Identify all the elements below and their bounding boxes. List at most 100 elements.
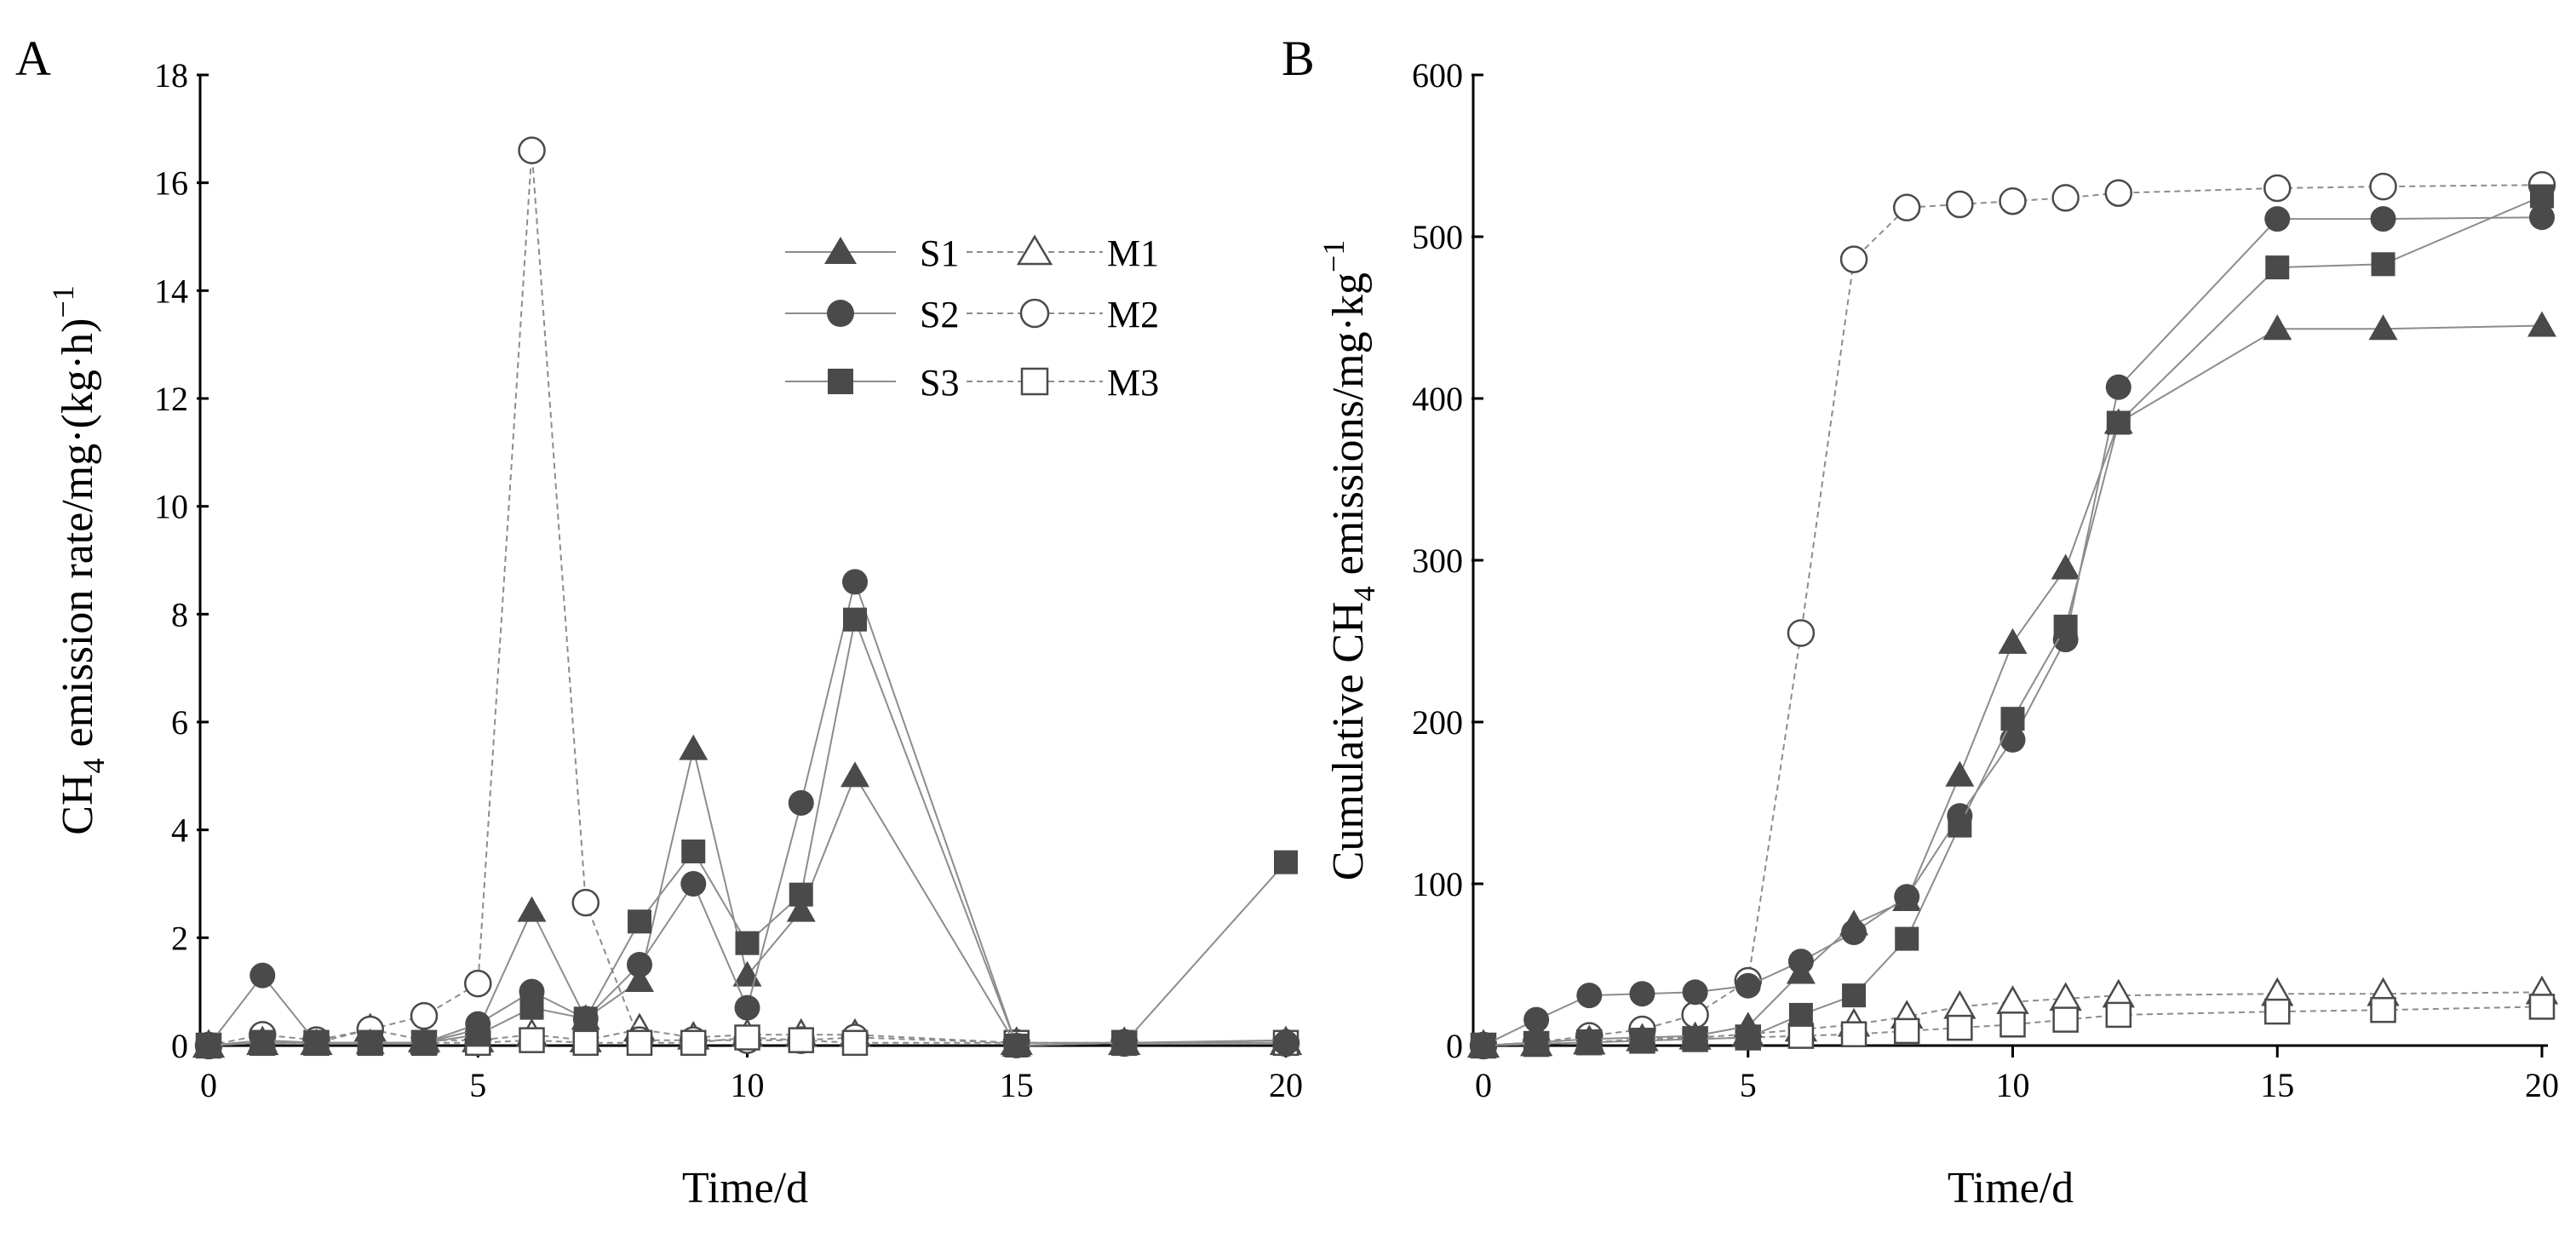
data-point-s1	[1945, 760, 1975, 787]
data-point-s3	[304, 1030, 329, 1055]
data-point-m3	[2105, 1001, 2132, 1029]
legend-label-s1: S1	[920, 232, 959, 274]
data-point-m2	[1946, 190, 1974, 219]
data-point-s3	[2371, 252, 2395, 277]
panel-b-x-tick-label: 20	[2525, 1066, 2559, 1104]
data-point-s3	[1842, 983, 1867, 1008]
panel-a-y-tick-label: 18	[154, 56, 188, 95]
data-point-s3	[1112, 1030, 1137, 1055]
legend-marker-s1	[824, 237, 857, 264]
data-point-s3	[843, 607, 867, 632]
panel-a-x-tick-label: 15	[1000, 1066, 1034, 1104]
data-point-m2	[518, 136, 546, 164]
data-point-s1	[517, 896, 547, 922]
legend-label-m2: M2	[1107, 294, 1159, 335]
data-point-s3	[358, 1030, 382, 1055]
data-point-s2	[1629, 981, 1655, 1007]
data-point-s3	[2530, 184, 2554, 209]
panel-a-y-tick-label: 10	[154, 488, 188, 526]
data-point-m1	[2049, 982, 2082, 1012]
data-point-s1	[1998, 628, 2028, 654]
data-point-s3	[1004, 1034, 1029, 1057]
data-point-s2	[1576, 983, 1603, 1009]
data-point-m3	[2528, 994, 2556, 1020]
legend-label-m3: M3	[1107, 362, 1159, 404]
data-point-s2	[1894, 884, 1920, 910]
data-point-s2	[1273, 1029, 1299, 1056]
data-point-s3	[2265, 255, 2290, 280]
data-point-s1	[2368, 314, 2398, 341]
panel-a-series-s3	[197, 607, 1298, 1057]
panel-a-series-m2	[194, 136, 1300, 1060]
series-line-m1	[1483, 991, 2543, 1046]
data-point-m2	[571, 888, 600, 917]
data-point-m1	[1996, 985, 2029, 1014]
panel-b-x-tick-label: 10	[1996, 1066, 2030, 1104]
data-point-s2	[2529, 204, 2555, 231]
data-point-s3	[1630, 1029, 1655, 1053]
data-point-s2	[1682, 979, 1708, 1006]
data-point-s2	[734, 994, 760, 1021]
data-point-m2	[2369, 172, 2397, 201]
data-point-s3	[250, 1030, 275, 1055]
data-point-m3	[1893, 1017, 1920, 1045]
data-point-s2	[1999, 726, 2026, 753]
data-point-s3	[1948, 813, 1972, 838]
panel-b-series-s1	[1469, 311, 2556, 1057]
legend-marker-m2	[1019, 298, 1050, 329]
panel-a-y-tick-label: 12	[154, 380, 188, 418]
data-point-m3	[734, 1024, 760, 1051]
data-point-s2	[250, 962, 276, 989]
series-line-m3	[1483, 1006, 2543, 1046]
data-point-s3	[1524, 1032, 1549, 1057]
data-point-s2	[2105, 374, 2131, 400]
panel-a-letter: A	[15, 31, 51, 86]
legend: S1 M1 S2 M2 S3 M3	[785, 232, 1159, 404]
data-point-s2	[1787, 949, 1814, 975]
data-point-m3	[2052, 1006, 2079, 1033]
panel-b-letter: B	[1282, 31, 1315, 86]
data-point-s3	[1788, 1002, 1813, 1027]
data-point-s1	[625, 966, 654, 992]
data-point-s2	[2264, 206, 2291, 232]
panel-a-y-tick-label: 2	[171, 919, 188, 957]
data-point-m2	[410, 1001, 439, 1030]
panel-b-y-tick-label: 400	[1412, 380, 1463, 418]
panel-b-y-tick-label: 200	[1412, 703, 1463, 742]
data-point-m2	[1892, 193, 1921, 222]
panel-b-y-axis-label: Cumulative CH4 emissions/mg·kg−1	[1317, 240, 1381, 881]
panel-a-x-tick-label: 5	[469, 1066, 486, 1104]
series-line-s3	[1483, 195, 2543, 1046]
data-point-m3	[841, 1029, 869, 1057]
data-point-s3	[1895, 926, 1919, 951]
data-point-s3	[681, 840, 706, 863]
panel-b-series-m2	[1469, 170, 2556, 1060]
data-point-s1	[786, 896, 816, 922]
data-point-m3	[519, 1027, 545, 1053]
data-point-s1	[2051, 553, 2080, 580]
panel-a-y-tick-label: 16	[154, 164, 188, 203]
data-point-s2	[2370, 206, 2396, 232]
panel-b-y-tick-label: 500	[1412, 218, 1463, 256]
panel-a-y-tick-label: 8	[171, 595, 188, 633]
panel-b-x-tick-label: 5	[1740, 1066, 1757, 1104]
panel-b-series-s3	[1472, 184, 2554, 1057]
panel-a-chart: A 0 5 10 15 20 0 2 4 6 8 10 12 14 16 18 Time/d CH4 emi…	[15, 31, 1303, 1212]
panel-b-y-tick-label: 300	[1412, 542, 1463, 580]
data-point-s3	[2053, 614, 2078, 639]
data-point-s2	[1523, 1006, 1550, 1033]
data-point-s1	[679, 734, 709, 760]
data-point-s3	[412, 1030, 436, 1055]
data-point-m2	[2104, 179, 2133, 207]
panel-b-y-tick-label: 0	[1446, 1027, 1463, 1065]
panel-a-x-tick-label: 0	[200, 1066, 217, 1104]
panel-b-x-tick-label: 0	[1475, 1066, 1492, 1104]
data-point-s3	[1274, 850, 1298, 874]
data-point-s1	[2527, 311, 2556, 337]
data-point-s3	[519, 995, 544, 1020]
data-point-s3	[1736, 1025, 1760, 1050]
data-point-s2	[680, 871, 707, 897]
data-point-s3	[628, 909, 651, 934]
